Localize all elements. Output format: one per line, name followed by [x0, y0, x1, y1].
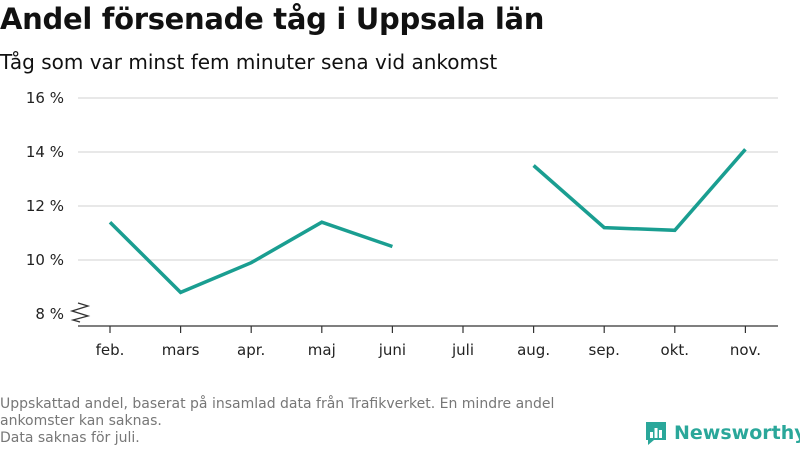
series-line: [532, 148, 747, 233]
y-tick-label: 12 %: [26, 197, 64, 215]
chart-title: Andel försenade tåg i Uppsala län: [0, 2, 545, 36]
brand-name: Newsworthy: [674, 422, 800, 444]
x-axis-ticks: feb. mars apr. maj juni juli aug. sep. okt. nov.: [96, 326, 761, 359]
footnote-line-1: Uppskattad andel, baserat på insamlad da…: [0, 396, 555, 429]
y-axis-break-icon: [62, 298, 92, 325]
series-lines: [108, 148, 747, 295]
x-tick-label: aug.: [517, 341, 550, 359]
chart-subtitle: Tåg som var minst fem minuter sena vid a…: [0, 50, 498, 74]
x-tick-label: sep.: [589, 341, 620, 359]
line-chart: 8 % 10 % 12 % 14 % 16 % feb. mars apr. maj juni j…: [26, 89, 778, 359]
x-tick-label: juli: [451, 341, 474, 359]
x-tick-label: mars: [162, 341, 200, 359]
footnote: Uppskattad andel, baserat på insamlad da…: [0, 396, 630, 447]
x-tick-label: nov.: [730, 341, 761, 359]
footnote-line-2: Data saknas för juli.: [0, 430, 140, 446]
x-tick-label: maj: [308, 341, 336, 359]
newsworthy-logo: Newsworthy: [644, 420, 800, 446]
x-tick-label: juni: [378, 341, 406, 359]
newsworthy-logo-icon: [646, 422, 666, 445]
y-axis-ticks: 8 % 10 % 12 % 14 % 16 %: [26, 89, 64, 323]
x-tick-label: apr.: [237, 341, 265, 359]
y-tick-label: 8 %: [35, 305, 64, 323]
y-tick-label: 14 %: [26, 143, 64, 161]
y-tick-label: 16 %: [26, 89, 64, 107]
x-tick-label: feb.: [96, 341, 125, 359]
x-tick-label: okt.: [661, 341, 690, 359]
y-tick-label: 10 %: [26, 251, 64, 269]
gridlines: [78, 97, 778, 261]
series-line: [108, 220, 393, 295]
